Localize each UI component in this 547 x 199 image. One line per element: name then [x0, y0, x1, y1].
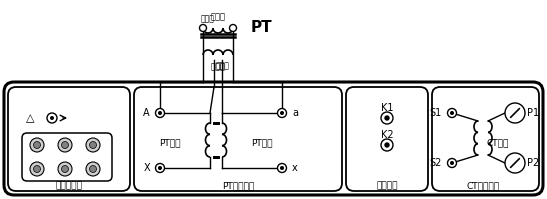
Text: x: x [292, 163, 298, 173]
Circle shape [155, 108, 165, 117]
Circle shape [447, 108, 457, 117]
Text: PT二次: PT二次 [251, 139, 273, 147]
Text: K1: K1 [381, 103, 393, 113]
Circle shape [230, 24, 236, 31]
Circle shape [381, 112, 393, 124]
Circle shape [280, 111, 284, 115]
Text: P2: P2 [527, 158, 539, 168]
Text: P1: P1 [527, 108, 539, 118]
Circle shape [277, 108, 287, 117]
Circle shape [381, 139, 393, 151]
Text: △: △ [26, 113, 34, 123]
Circle shape [505, 153, 525, 173]
Text: 外接測量口: 外接測量口 [56, 181, 83, 190]
Circle shape [47, 113, 57, 123]
Circle shape [200, 24, 207, 31]
Circle shape [505, 103, 525, 123]
Circle shape [447, 158, 457, 168]
Text: 一次側: 一次側 [211, 13, 225, 21]
Circle shape [158, 111, 162, 115]
Text: PT變比極性: PT變比極性 [222, 181, 254, 190]
Text: 伏安特性: 伏安特性 [376, 181, 398, 190]
Text: 二次側: 二次側 [211, 62, 225, 71]
Text: S1: S1 [430, 108, 442, 118]
Circle shape [61, 141, 68, 148]
Circle shape [58, 162, 72, 176]
Text: PT一次: PT一次 [159, 139, 181, 147]
Text: a: a [292, 108, 298, 118]
Text: 一次側: 一次側 [201, 15, 215, 23]
Circle shape [385, 115, 389, 121]
Circle shape [450, 161, 454, 165]
Circle shape [33, 166, 40, 173]
Text: 二次側: 二次側 [216, 61, 230, 70]
Circle shape [155, 164, 165, 173]
Circle shape [280, 166, 284, 170]
Text: X: X [143, 163, 150, 173]
Text: CT一次: CT一次 [487, 139, 509, 147]
Circle shape [33, 141, 40, 148]
Text: K2: K2 [381, 130, 393, 140]
Circle shape [90, 141, 96, 148]
Text: PT: PT [251, 20, 272, 35]
Circle shape [86, 138, 100, 152]
Circle shape [450, 111, 454, 115]
Circle shape [90, 166, 96, 173]
Circle shape [385, 142, 389, 148]
Circle shape [30, 162, 44, 176]
Circle shape [61, 166, 68, 173]
Circle shape [50, 116, 54, 120]
Circle shape [86, 162, 100, 176]
Text: S2: S2 [429, 158, 442, 168]
Circle shape [158, 166, 162, 170]
Circle shape [277, 164, 287, 173]
Text: A: A [143, 108, 150, 118]
Circle shape [58, 138, 72, 152]
Circle shape [30, 138, 44, 152]
Text: CT變比極性: CT變比極性 [467, 181, 499, 190]
